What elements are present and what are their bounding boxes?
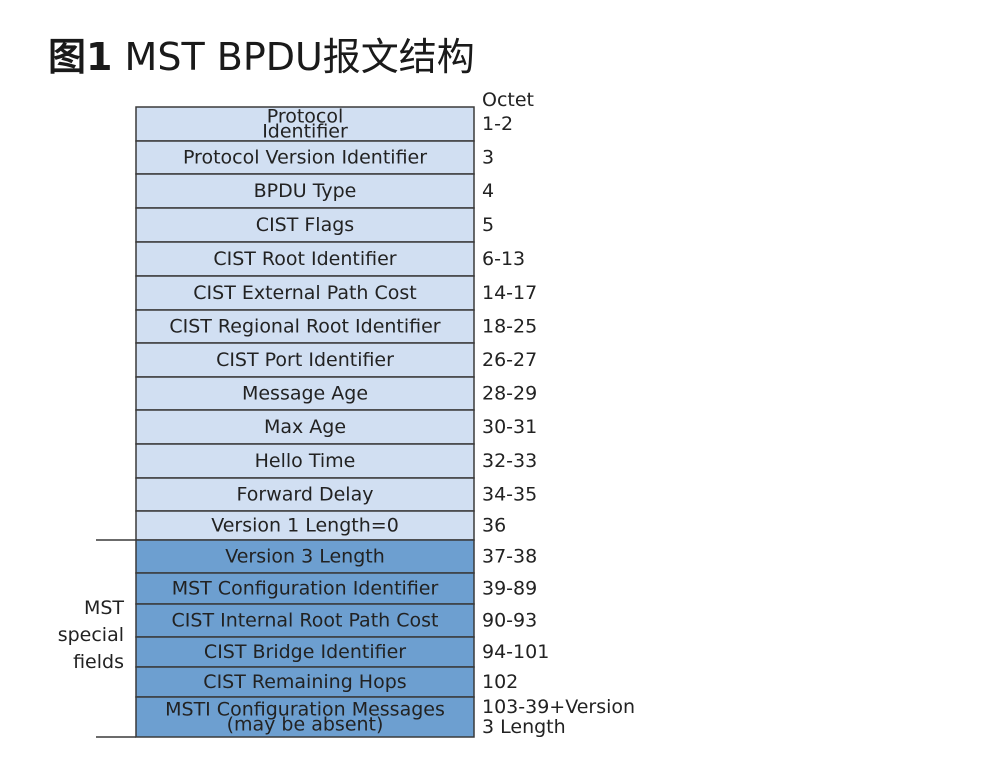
field-label: Max Age — [264, 416, 346, 438]
octet-value: 3 — [482, 147, 494, 169]
field-label: CIST Port Identifier — [216, 349, 394, 371]
field-label: Version 1 Length=0 — [211, 515, 399, 537]
octet-value: 5 — [482, 214, 494, 236]
figure-number: 图1 — [48, 35, 113, 79]
field-label: CIST External Path Cost — [193, 282, 416, 304]
octet-value: 34-35 — [482, 484, 537, 506]
field-label: (may be absent) — [227, 714, 384, 736]
field-label: CIST Flags — [256, 214, 354, 236]
field-box — [135, 443, 475, 479]
field-box — [135, 510, 475, 541]
octet-value: 36 — [482, 515, 506, 537]
octet-value: 3 Length — [482, 716, 566, 738]
octet-value: 26-27 — [482, 349, 537, 371]
field-label: Identifier — [262, 121, 348, 143]
field-label: CIST Bridge Identifier — [204, 641, 406, 663]
field-label: MST Configuration Identifier — [172, 578, 439, 600]
field-box — [135, 696, 475, 738]
octet-value: 14-17 — [482, 282, 537, 304]
octet-value: 28-29 — [482, 383, 537, 405]
field-label: BPDU Type — [254, 180, 357, 202]
field-box — [135, 376, 475, 411]
octet-value: 30-31 — [482, 416, 537, 438]
field-label: Protocol Version Identifier — [183, 147, 427, 169]
field-label: CIST Remaining Hops — [203, 671, 406, 693]
field-label: CIST Internal Root Path Cost — [172, 610, 439, 632]
field-label: Version 3 Length — [225, 546, 385, 568]
field-label: Protocol — [267, 106, 344, 128]
figure-title: 图1 MST BPDU报文结构 — [48, 26, 475, 81]
field-box — [135, 342, 475, 378]
field-box — [135, 409, 475, 445]
mst-special-fields-label: MST — [84, 597, 124, 619]
figure-caption: MST BPDU报文结构 — [124, 35, 475, 79]
field-box — [135, 173, 475, 209]
field-label: Hello Time — [255, 450, 356, 472]
field-label: MSTI Configuration Messages — [165, 699, 445, 721]
field-label: Forward Delay — [237, 484, 374, 506]
mst-special-fields-label: special — [58, 624, 124, 646]
field-label: CIST Root Identifier — [213, 248, 396, 270]
field-box — [135, 140, 475, 175]
field-box — [135, 241, 475, 277]
octet-column-header: Octet — [482, 89, 534, 111]
field-box — [135, 636, 475, 668]
octet-value: 1-2 — [482, 113, 513, 135]
field-label: Message Age — [242, 383, 368, 405]
octet-value: 102 — [482, 671, 518, 693]
octet-value: 103-39+Version — [482, 696, 635, 718]
field-box — [135, 666, 475, 698]
octet-value: 6-13 — [482, 248, 525, 270]
field-label: CIST Regional Root Identifier — [169, 316, 440, 338]
octet-value: 18-25 — [482, 316, 537, 338]
mst-special-fields-label: fields — [73, 651, 124, 673]
octet-value: 32-33 — [482, 450, 537, 472]
octet-value: 90-93 — [482, 610, 537, 632]
octet-value: 39-89 — [482, 578, 537, 600]
octet-value: 94-101 — [482, 641, 549, 663]
octet-value: 4 — [482, 180, 494, 202]
octet-value: 37-38 — [482, 546, 537, 568]
